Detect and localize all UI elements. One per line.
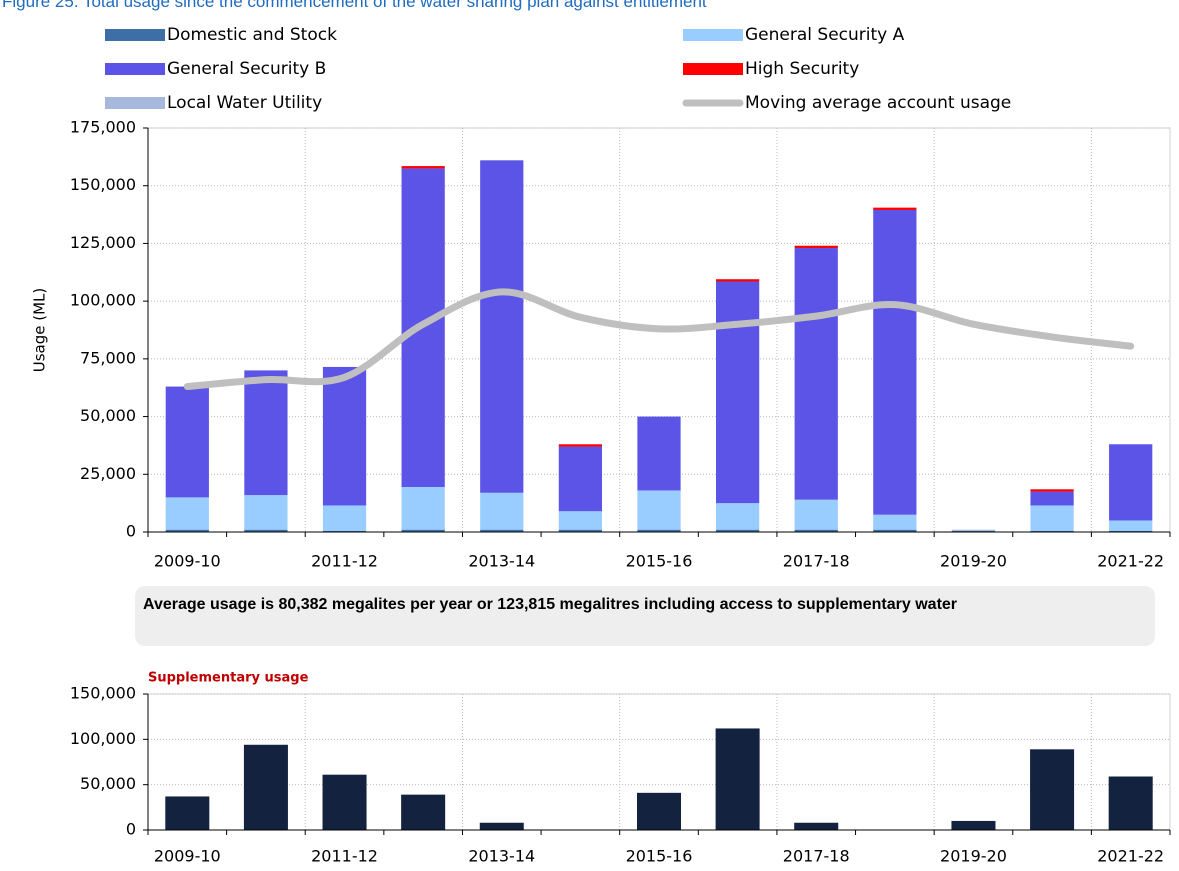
bar-segment — [401, 486, 445, 530]
bar-segment — [558, 511, 603, 530]
bar-segment — [1030, 505, 1074, 531]
y-tick-label: 150,000 — [70, 684, 136, 703]
legend-label: High Security — [745, 59, 859, 79]
bar-segment — [873, 209, 917, 515]
bar-segment — [1030, 489, 1074, 492]
bar-segment — [401, 166, 445, 169]
x-tick-label: 2013-14 — [468, 847, 535, 866]
bar-segment — [322, 366, 367, 506]
bar — [636, 792, 682, 830]
bar-segment — [1030, 530, 1074, 532]
x-tick-label: 2011-12 — [311, 552, 378, 571]
x-tick-label: 2009-10 — [154, 847, 221, 866]
y-tick-label: 75,000 — [80, 348, 136, 367]
bar-segment — [637, 490, 681, 530]
bar-segment — [165, 497, 209, 530]
x-tick-label: 2011-12 — [311, 847, 378, 866]
y-tick-label: 0 — [126, 522, 136, 541]
bar-segment — [165, 386, 209, 498]
bar-segment — [322, 505, 367, 531]
bar — [951, 820, 996, 830]
bar — [165, 796, 210, 830]
x-tick-label: 2017-18 — [783, 847, 850, 866]
bar-segment — [244, 495, 288, 530]
x-tick-label: 2009-10 — [154, 552, 221, 571]
bar — [243, 744, 288, 830]
bar — [1030, 749, 1075, 830]
x-tick-label: 2017-18 — [783, 552, 850, 571]
bar-segment — [794, 245, 838, 249]
bar-segment — [715, 279, 760, 282]
bar-segment — [558, 444, 603, 447]
x-tick-label: 2019-20 — [940, 847, 1007, 866]
y-tick-label: 25,000 — [80, 464, 136, 483]
bar-segment — [1109, 444, 1153, 521]
bar-segment — [401, 529, 445, 532]
legend-label: Moving average account usage — [745, 93, 1011, 113]
bar — [715, 728, 760, 830]
legend-label: General Security B — [167, 59, 326, 79]
annotation: Average usage is 80,382 megalites per ye… — [143, 596, 958, 613]
bar-segment — [558, 529, 603, 532]
bar-segment — [558, 446, 603, 512]
x-tick-label: 2021-22 — [1097, 552, 1164, 571]
bar — [479, 822, 524, 830]
legend-swatch — [105, 63, 165, 75]
y-tick-label: 100,000 — [70, 291, 136, 310]
bar-segment — [637, 416, 681, 491]
x-tick-label: 2013-14 — [468, 552, 535, 571]
bar — [794, 822, 839, 830]
bar-segment — [244, 370, 288, 496]
bar-segment — [873, 529, 917, 532]
bar-segment — [873, 207, 917, 210]
legend-swatch — [683, 63, 743, 75]
legend-label: Local Water Utility — [167, 93, 322, 113]
bar — [322, 774, 367, 830]
y-tick-label: 150,000 — [70, 175, 136, 194]
legend-label: General Security A — [745, 25, 905, 45]
bar-segment — [794, 529, 838, 532]
bar-segment — [322, 530, 367, 532]
legend-swatch — [683, 29, 743, 41]
x-tick-label: 2015-16 — [626, 552, 693, 571]
x-tick-label: 2021-22 — [1097, 847, 1164, 866]
y-tick-label: 125,000 — [70, 233, 136, 252]
bar-segment — [480, 160, 524, 493]
legend-label: Domestic and Stock — [167, 25, 337, 45]
bar-segment — [1109, 520, 1153, 531]
annotation-box: Average usage is 80,382 megalites per ye… — [135, 586, 1155, 646]
bar-segment — [715, 529, 760, 532]
line — [183, 288, 1135, 391]
legend-swatch — [105, 29, 165, 41]
bar-segment — [951, 530, 996, 532]
bar-segment — [794, 248, 838, 500]
bar-segment — [637, 529, 681, 532]
y-tick-label: 175,000 — [70, 118, 136, 137]
bar-segment — [951, 529, 996, 531]
bar — [1108, 776, 1153, 830]
y-axis-label: Usage (ML) — [31, 288, 49, 373]
x-tick-label: 2015-16 — [626, 847, 693, 866]
bar-segment — [873, 514, 917, 530]
bar-segment — [1109, 530, 1153, 532]
figure-title: Figure 25. Total usage since the commenc… — [2, 0, 707, 11]
chart-title: Supplementary usage — [148, 671, 309, 686]
bar-segment — [165, 529, 209, 532]
bar — [401, 794, 446, 830]
y-tick-label: 50,000 — [80, 774, 136, 793]
x-tick-label: 2019-20 — [940, 552, 1007, 571]
bar-segment — [715, 281, 760, 504]
legend-swatch — [105, 97, 165, 109]
bar-segment — [480, 529, 524, 532]
y-tick-label: 0 — [126, 820, 136, 839]
bar-segment — [480, 492, 524, 530]
bar-segment — [244, 529, 288, 532]
y-tick-label: 50,000 — [80, 406, 136, 425]
bar-segment — [715, 503, 760, 530]
bar-segment — [1030, 491, 1074, 506]
y-tick-label: 100,000 — [70, 729, 136, 748]
bar-segment — [794, 499, 838, 530]
